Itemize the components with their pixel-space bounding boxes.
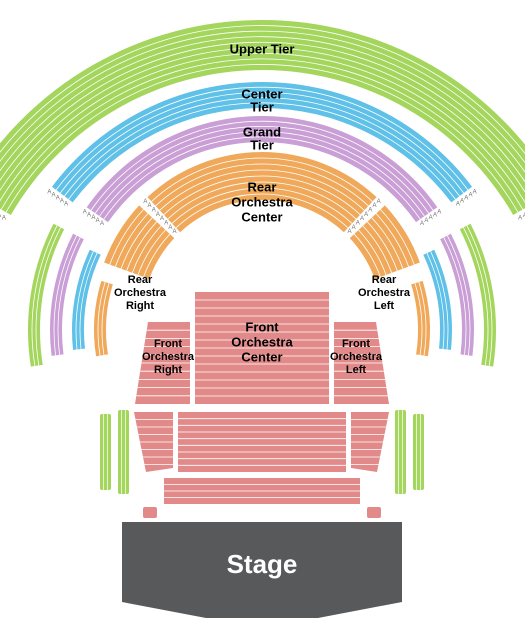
svg-text:A: A bbox=[164, 220, 168, 226]
svg-text:A: A bbox=[100, 221, 104, 227]
rear_orch_l-label: Orchestra bbox=[358, 287, 411, 299]
rear_orch_c-label: Center bbox=[241, 209, 282, 224]
svg-text:A: A bbox=[148, 203, 152, 209]
front_orch_l-label: Left bbox=[346, 364, 367, 376]
front_orch_l-label: Orchestra bbox=[330, 351, 383, 363]
upper_tier-label: Upper Tier bbox=[230, 41, 295, 56]
front_orch_r-label: Orchestra bbox=[142, 351, 195, 363]
rear_orch_r-label: Right bbox=[126, 300, 154, 312]
svg-text:A: A bbox=[60, 199, 64, 205]
rear_orch_l-label: Left bbox=[374, 300, 395, 312]
rear_orch_l-label: Rear bbox=[372, 274, 397, 286]
svg-text:A: A bbox=[52, 193, 56, 199]
front_orch_r-label: Front bbox=[154, 338, 182, 350]
svg-text:A: A bbox=[173, 229, 177, 235]
svg-text:A: A bbox=[2, 216, 6, 222]
rear_orch_r-label: Orchestra bbox=[114, 287, 167, 299]
svg-text:A: A bbox=[56, 196, 60, 202]
svg-text:A: A bbox=[91, 215, 95, 221]
svg-text:A: A bbox=[87, 212, 91, 218]
front_orch_r-label: Right bbox=[154, 364, 182, 376]
front_orch_c-label: Center bbox=[241, 349, 282, 364]
svg-text:A: A bbox=[47, 190, 51, 196]
svg-text:A: A bbox=[96, 218, 100, 224]
svg-text:A: A bbox=[0, 213, 1, 219]
svg-text:A: A bbox=[518, 216, 522, 222]
rear_orch_r-label: Rear bbox=[128, 274, 153, 286]
svg-text:A: A bbox=[168, 225, 172, 231]
svg-text:A: A bbox=[152, 208, 156, 214]
stage-label: Stage bbox=[227, 549, 298, 579]
rear_orch_c-label: Rear bbox=[248, 179, 277, 194]
svg-text:A: A bbox=[437, 209, 441, 215]
seating-chart: AAAAAAAAAAAAAAAAAAAAAAAAAAAAAAAAAAAAAAAA… bbox=[0, 0, 525, 620]
svg-text:A: A bbox=[160, 216, 164, 222]
svg-text:A: A bbox=[143, 199, 147, 205]
svg-text:A: A bbox=[377, 199, 381, 205]
center_tier-label: Tier bbox=[250, 99, 274, 114]
svg-text:A: A bbox=[64, 202, 68, 208]
svg-text:A: A bbox=[156, 212, 160, 218]
front_orch_c-label: Orchestra bbox=[231, 334, 293, 349]
front_orch_l-label: Front bbox=[342, 338, 370, 350]
grand_tier-label: Tier bbox=[250, 137, 274, 152]
rear_orch_c-label: Orchestra bbox=[231, 194, 293, 209]
svg-text:A: A bbox=[473, 190, 477, 196]
svg-text:A: A bbox=[83, 209, 87, 215]
front_orch_c-label: Front bbox=[245, 319, 279, 334]
